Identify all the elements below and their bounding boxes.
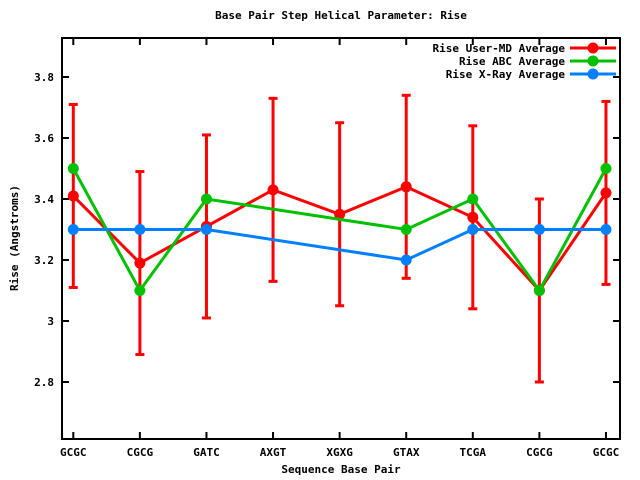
series-point-rise-x-ray-average [67, 224, 79, 235]
x-tick-label: GTAX [393, 446, 420, 459]
series-point-rise-user-md-average [334, 208, 346, 220]
legend-marker [587, 42, 599, 54]
series-point-rise-x-ray-average [467, 224, 479, 235]
legend-label: Rise User-MD Average [433, 42, 566, 55]
y-tick-label: 2.8 [34, 376, 54, 389]
series-point-rise-abc-average [400, 224, 412, 235]
y-tick-label: 3 [47, 315, 54, 328]
series-point-rise-x-ray-average [200, 224, 212, 235]
x-tick-label: CGCG [526, 446, 553, 459]
legend-label: Rise X-Ray Average [446, 68, 566, 81]
legend-marker [587, 68, 599, 80]
x-axis-title: Sequence Base Pair [281, 463, 401, 476]
series-point-rise-abc-average [134, 285, 146, 296]
series-point-rise-abc-average [467, 193, 479, 205]
x-tick-label: AXGT [260, 446, 287, 459]
series-point-rise-user-md-average [400, 181, 412, 193]
y-tick-label: 3.4 [34, 193, 54, 206]
y-tick-label: 3.2 [34, 254, 54, 267]
y-tick-label: 3.8 [34, 71, 54, 84]
x-tick-label: GCGC [593, 446, 620, 459]
x-tick-label: XGXG [326, 446, 353, 459]
chart-title: Base Pair Step Helical Parameter: Rise [215, 9, 467, 22]
y-tick-label: 3.6 [34, 132, 54, 145]
series-point-rise-x-ray-average [134, 224, 146, 235]
series-point-rise-abc-average [533, 285, 545, 296]
series-point-rise-abc-average [67, 163, 79, 174]
legend-label: Rise ABC Average [459, 55, 565, 68]
x-tick-label: GCGC [60, 446, 87, 459]
x-tick-label: TCGA [460, 446, 487, 459]
legend-marker [587, 55, 599, 67]
series-point-rise-user-md-average [134, 257, 146, 269]
series-point-rise-x-ray-average [600, 224, 612, 235]
series-point-rise-user-md-average [267, 184, 279, 196]
series-point-rise-user-md-average [600, 187, 612, 199]
x-tick-label: GATC [193, 446, 220, 459]
series-point-rise-x-ray-average [533, 224, 545, 235]
x-tick-label: CGCG [127, 446, 154, 459]
series-point-rise-abc-average [600, 163, 612, 174]
plot-border [61, 37, 621, 440]
series-point-rise-user-md-average [67, 190, 79, 202]
series-point-rise-user-md-average [467, 211, 479, 223]
series-point-rise-x-ray-average [400, 254, 412, 266]
series-point-rise-abc-average [200, 193, 212, 205]
